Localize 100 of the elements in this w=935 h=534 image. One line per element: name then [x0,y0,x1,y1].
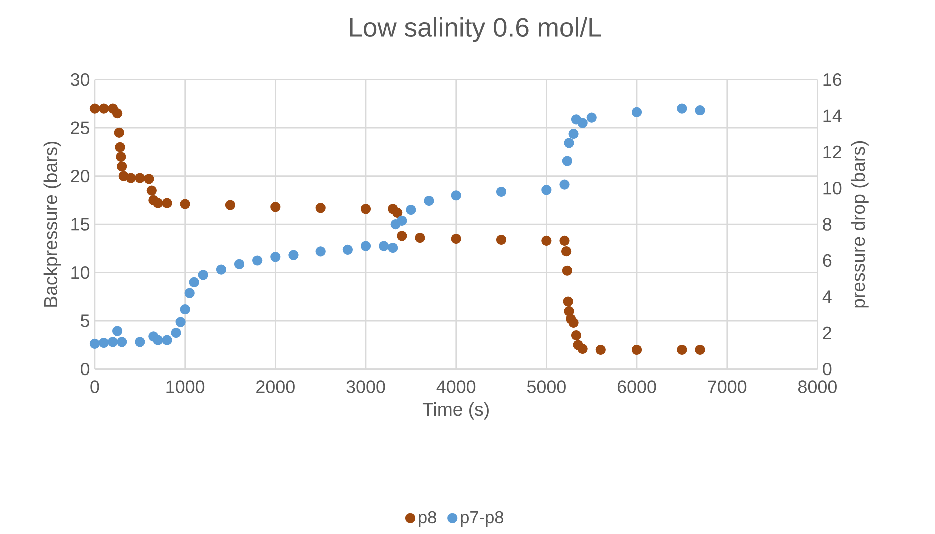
point [342,245,353,256]
point [677,104,688,114]
point [578,344,588,354]
point [146,186,157,196]
point [153,336,164,346]
y-tick-label: 30 [71,74,90,86]
point [632,345,642,356]
x-tick-label: 8000 [798,380,837,394]
y2-tick-label: 10 [824,182,842,195]
point [288,250,299,261]
point [316,203,326,214]
point [316,246,326,257]
point [112,108,123,119]
y-tick-label: 0 [81,363,90,376]
y-tick-label: 25 [71,122,90,135]
point [677,345,688,356]
y2-tick-label: 4 [822,290,832,304]
x-axis-title: Time (s) [422,402,489,420]
point [542,185,552,196]
y2-tick-label: 6 [823,254,832,268]
point [562,266,573,276]
point [144,174,154,184]
y2-tick-label: 0 [823,363,832,376]
point [586,113,597,124]
point [424,196,434,206]
point [360,241,372,252]
point [225,200,236,211]
point [90,339,100,350]
point [90,104,100,114]
point [116,152,126,162]
point [564,138,574,148]
point [216,264,227,276]
point [112,326,123,337]
x-tick-label: 0 [90,380,100,394]
y-tick-label: 15 [72,218,90,232]
x-tick-label: 5000 [527,380,566,394]
point [360,204,372,214]
point [117,337,128,348]
point [126,173,136,184]
point [184,288,195,299]
point [578,118,588,129]
point [108,337,118,348]
point [568,318,579,328]
point [695,106,706,116]
point [562,246,572,257]
point [98,104,110,114]
y2-tick-label: 14 [824,110,842,122]
legend-label: p7-p8 [461,512,504,528]
point [198,270,208,281]
point [632,108,642,118]
point [496,187,507,198]
x-tick-label: 1000 [166,380,205,394]
x-tick-label: 3000 [346,380,386,394]
point [189,278,200,288]
y-tick-label: 20 [71,170,90,183]
point [234,260,245,270]
chart-title: Low salinity 0.6 mol/L [350,18,602,43]
x-tick-label: 7000 [708,380,747,394]
point [270,202,281,212]
y-tick-label: 5 [81,315,90,328]
point [397,231,408,242]
y2-axis-title: pressure drop (bars) [851,142,869,308]
point [270,252,281,262]
point [563,296,574,308]
legend-label: p8 [419,512,436,528]
point [451,234,462,244]
point [176,317,186,328]
x-tick-label: 6000 [618,380,656,394]
y2-tick-label: 8 [823,218,832,232]
point [180,304,190,315]
point [115,142,126,153]
point [560,180,570,190]
point [135,337,146,348]
y-axis-title: Backpressure (bars) [44,142,62,308]
point [596,345,606,356]
y-tick-label: 10 [72,266,90,280]
x-tick-label: 4000 [436,380,476,394]
point [252,256,263,266]
y2-tick-label: 16 [824,74,842,86]
y2-tick-label: 12 [824,146,842,159]
point [117,162,128,172]
y2-tick-label: 2 [823,327,832,340]
point [180,199,190,210]
point [379,241,390,252]
point [153,198,164,209]
point [496,235,507,246]
point [568,129,579,140]
x-tick-label: 2000 [256,380,295,394]
point [562,156,573,167]
point [415,233,426,244]
point [542,236,552,246]
point [560,236,570,246]
point [114,128,124,138]
point [135,173,146,184]
point [162,198,172,209]
point [162,336,172,346]
point [451,190,462,201]
point [388,243,398,254]
point [397,216,408,226]
point [171,328,182,338]
